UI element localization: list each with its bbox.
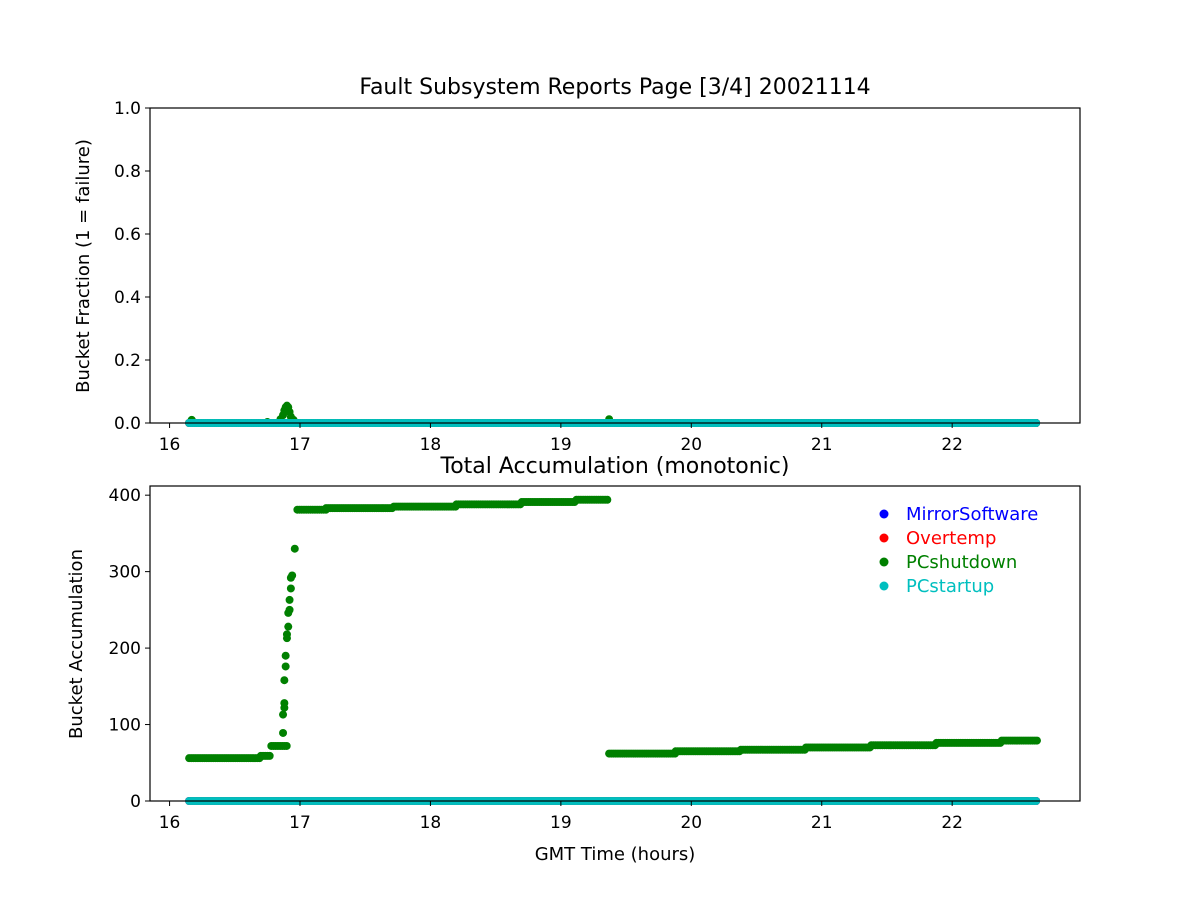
fraction-y-tick-label: 0.4 <box>114 288 141 308</box>
data-point <box>280 699 289 708</box>
accumulation-y-ticks: 0 100 200 300 400 <box>109 486 150 812</box>
accumulation-title: Total Accumulation (monotonic) <box>440 454 790 479</box>
fraction-x-tick-label: 20 <box>680 435 702 455</box>
data-point <box>279 728 288 737</box>
data-point <box>279 710 288 719</box>
accumulation-x-tick-label: 16 <box>159 813 181 833</box>
accumulation-y-tick-label: 0 <box>130 792 141 812</box>
data-point <box>285 605 294 614</box>
fraction-axes-frame <box>149 107 1081 424</box>
fraction-x-ticks: 16 17 18 19 20 21 22 <box>159 423 963 455</box>
legend-label-PCstartup: PCstartup <box>906 576 994 597</box>
accumulation-y-tick-label: 400 <box>109 486 141 506</box>
accumulation-x-tick-label: 18 <box>420 813 442 833</box>
accumulation-y-tick-label: 300 <box>109 563 141 583</box>
data-point <box>281 662 290 671</box>
accumulation-plot-area <box>185 495 1041 805</box>
fraction-x-tick-label: 16 <box>159 435 181 455</box>
accumulation-y-axis-label: Bucket Accumulation <box>66 549 87 739</box>
accumulation-x-axis-label: GMT Time (hours) <box>535 844 696 865</box>
accumulation-y-tick-label: 200 <box>109 639 141 659</box>
legend-label-Overtemp: Overtemp <box>906 528 996 549</box>
fraction-x-tick-label: 21 <box>811 435 833 455</box>
accumulation-subplot: Total Accumulation (monotonic) 16 17 18 19 2… <box>66 454 1081 865</box>
fraction-y-tick-label: 0.6 <box>114 225 141 245</box>
fraction-y-tick-label: 0.8 <box>114 162 141 182</box>
data-point <box>603 495 612 504</box>
fraction-y-axis-label: Bucket Fraction (1 = failure) <box>73 139 94 393</box>
accumulation-x-tick-label: 22 <box>941 813 963 833</box>
fraction-x-tick-label: 18 <box>420 435 442 455</box>
fraction-y-tick-label: 1.0 <box>114 99 141 119</box>
legend-marker-Overtemp <box>879 533 889 543</box>
legend-label-PCshutdown: PCshutdown <box>906 552 1017 573</box>
data-point <box>285 595 294 604</box>
data-point <box>286 584 295 593</box>
data-point <box>288 571 297 580</box>
accumulation-x-tick-label: 20 <box>680 813 702 833</box>
legend-marker-PCstartup <box>879 581 889 591</box>
accumulation-y-tick-label: 100 <box>109 716 141 736</box>
data-point <box>1032 736 1041 745</box>
fraction-x-tick-label: 22 <box>941 435 963 455</box>
accumulation-x-tick-label: 19 <box>550 813 572 833</box>
legend-marker-PCshutdown <box>879 557 889 567</box>
accumulation-axes-frame <box>149 485 1081 802</box>
legend-label-MirrorSoftware: MirrorSoftware <box>906 504 1038 525</box>
data-point <box>282 630 291 639</box>
fraction-x-tick-label: 19 <box>550 435 572 455</box>
data-point <box>290 544 299 553</box>
accumulation-series-PCshutdown <box>185 495 1041 763</box>
accumulation-x-tick-label: 17 <box>289 813 311 833</box>
legend-marker-MirrorSoftware <box>879 509 889 519</box>
fraction-y-tick-label: 0.0 <box>114 414 141 434</box>
fraction-y-ticks: 0.0 0.2 0.4 0.6 0.8 1.0 <box>114 99 150 434</box>
legend: MirrorSoftware Overtemp PCshutdown PCstartu… <box>879 504 1038 597</box>
data-point <box>280 676 289 685</box>
data-point <box>265 751 274 760</box>
accumulation-x-ticks: 16 17 18 19 20 21 22 <box>159 801 963 833</box>
data-point <box>282 741 291 750</box>
accumulation-x-tick-label: 21 <box>811 813 833 833</box>
data-point <box>284 622 293 631</box>
fraction-y-tick-label: 0.2 <box>114 351 141 371</box>
data-point <box>281 651 290 660</box>
fraction-subplot: Fault Subsystem Reports Page [3/4] 20021… <box>73 75 1081 455</box>
fraction-x-tick-label: 17 <box>289 435 311 455</box>
figure-title: Fault Subsystem Reports Page [3/4] 20021… <box>359 75 870 100</box>
